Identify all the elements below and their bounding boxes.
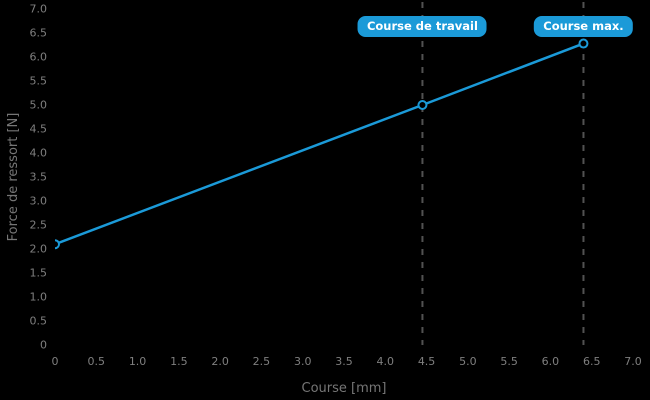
y-tick-label: 2.5 <box>30 219 48 232</box>
x-tick-label: 7.0 <box>624 355 642 368</box>
y-axis-title: Force de ressort [N] <box>6 113 21 242</box>
annotation-badge-course-de-travail: Course de travail <box>357 16 487 37</box>
annotation-dashed-vlines <box>421 2 585 345</box>
x-axis-tick-labels: 0 0.5 1.0 1.5 2.0 2.5 3.0 3.5 4.0 4.5 5.0 5.5 6.0 6.5… <box>52 355 642 368</box>
x-tick-label: 5.0 <box>459 355 477 368</box>
y-tick-label: 3.0 <box>30 195 48 208</box>
x-tick-label: 2.0 <box>211 355 229 368</box>
y-axis-tick-labels: 0 0.5 1.0 1.5 2.0 2.5 3.0 3.5 4.0 4.5 5.0 5.5 6.0 6.5… <box>30 3 48 352</box>
y-tick-label: 3.5 <box>30 171 48 184</box>
x-tick-label: 5.5 <box>500 355 518 368</box>
x-tick-label: 0.5 <box>88 355 106 368</box>
y-tick-label: 4.5 <box>30 123 48 136</box>
x-tick-label: 4.0 <box>377 355 395 368</box>
x-tick-label: 3.5 <box>335 355 353 368</box>
x-tick-label: 3.0 <box>294 355 312 368</box>
y-tick-label: 4.0 <box>30 147 48 160</box>
data-point-marker <box>55 239 60 250</box>
x-tick-label: 6.5 <box>583 355 601 368</box>
y-tick-label: 5.5 <box>30 75 48 88</box>
x-tick-label: 2.5 <box>253 355 271 368</box>
x-tick-label: 0 <box>52 355 59 368</box>
y-tick-label: 0 <box>40 339 47 352</box>
data-point-marker <box>417 100 428 110</box>
x-tick-label: 1.0 <box>129 355 147 368</box>
y-tick-label: 6.0 <box>30 51 48 64</box>
annotation-badge-course-max: Course max. <box>534 16 633 37</box>
data-point-markers <box>55 38 589 250</box>
force-line <box>55 42 584 246</box>
y-tick-label: 0.5 <box>30 315 48 328</box>
x-tick-label: 4.5 <box>418 355 436 368</box>
x-tick-label: 6.0 <box>542 355 560 368</box>
y-tick-label: 5.0 <box>30 99 48 112</box>
y-tick-label: 7.0 <box>30 3 48 16</box>
x-axis-title: Course [mm] <box>302 381 387 396</box>
data-line <box>55 42 584 246</box>
y-tick-label: 6.5 <box>30 27 48 40</box>
data-point-marker <box>578 38 589 49</box>
y-tick-label: 1.5 <box>30 267 48 280</box>
x-tick-label: 1.5 <box>170 355 188 368</box>
y-tick-label: 1.0 <box>30 291 48 304</box>
y-tick-label: 2.0 <box>30 243 48 256</box>
